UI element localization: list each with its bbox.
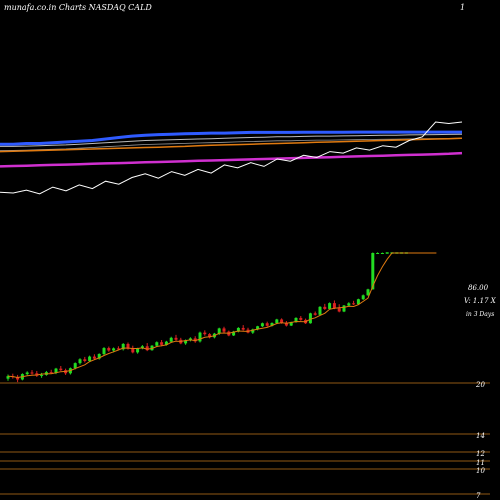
candle-body bbox=[217, 328, 221, 334]
candle-body bbox=[308, 313, 312, 324]
candle-body bbox=[102, 348, 106, 354]
candle-body bbox=[59, 368, 63, 371]
candle-body bbox=[275, 319, 279, 324]
candle-body bbox=[97, 353, 101, 359]
candle-body bbox=[150, 345, 154, 351]
candle-body bbox=[366, 289, 370, 296]
candle-body bbox=[318, 306, 322, 315]
candle-body bbox=[356, 299, 360, 305]
price-axis-labels: 20 14 12 11 10 7 bbox=[475, 381, 485, 500]
y-tick-label: 20 bbox=[475, 381, 485, 389]
y-tick-label: 10 bbox=[476, 467, 485, 475]
candle-body bbox=[236, 327, 240, 332]
candle-body bbox=[222, 328, 226, 332]
candle-body bbox=[155, 342, 159, 346]
price-moving-average-line bbox=[7, 252, 437, 379]
candle-body bbox=[30, 372, 34, 374]
candle-body bbox=[337, 308, 341, 312]
candle-body bbox=[289, 322, 293, 326]
candle-body bbox=[174, 337, 178, 340]
candle-body bbox=[328, 303, 332, 309]
annotation-volume-ratio: V: 1.17 X bbox=[464, 297, 497, 305]
candle-body bbox=[121, 343, 125, 350]
y-tick-label: 7 bbox=[476, 492, 481, 500]
candle-body bbox=[107, 348, 111, 351]
y-tick-label: 14 bbox=[476, 432, 485, 440]
candle-body bbox=[54, 368, 58, 373]
y-tick-label: 11 bbox=[476, 459, 485, 467]
ma-series-line bbox=[0, 130, 462, 146]
chart-title: munafa.co.in Charts NASDAQ CALD bbox=[4, 3, 152, 12]
candle-body bbox=[169, 337, 173, 342]
candle-body bbox=[131, 348, 135, 353]
candle-body bbox=[203, 332, 207, 335]
candle-body bbox=[371, 253, 375, 290]
y-tick-label: 12 bbox=[476, 450, 485, 458]
candle-body bbox=[376, 253, 380, 254]
candle-body bbox=[160, 342, 164, 345]
ma-series-line bbox=[0, 137, 463, 151]
candle-body bbox=[251, 329, 255, 333]
candle-body bbox=[342, 305, 346, 312]
candle-body bbox=[188, 338, 192, 341]
candle-body bbox=[112, 348, 116, 351]
candle-body bbox=[232, 331, 236, 336]
candle-body bbox=[332, 303, 336, 309]
moving-average-panel bbox=[0, 121, 463, 195]
candle-body bbox=[208, 334, 212, 338]
price-grid bbox=[0, 382, 490, 495]
candle-body bbox=[6, 376, 10, 379]
candle-body bbox=[347, 303, 351, 306]
candle-body bbox=[265, 323, 269, 326]
candle-body bbox=[241, 327, 245, 330]
candle-body bbox=[136, 348, 140, 353]
ma-series-line bbox=[0, 137, 463, 153]
candle-body bbox=[49, 372, 53, 374]
chart-top-right-label: 1 bbox=[460, 3, 465, 12]
candle-body bbox=[116, 348, 120, 350]
candle-body bbox=[145, 346, 149, 351]
candle-body bbox=[323, 306, 327, 309]
price-annotation: 86.00 V: 1.17 X in 3 Days bbox=[464, 284, 497, 318]
candle-body bbox=[88, 356, 92, 361]
annotation-period: in 3 Days bbox=[466, 311, 494, 318]
ma-series-line bbox=[0, 121, 463, 195]
candle-body bbox=[193, 338, 197, 342]
candle-body bbox=[270, 323, 274, 326]
candle-body bbox=[16, 376, 20, 380]
ma-series-line bbox=[0, 151, 463, 168]
candle-body bbox=[260, 323, 264, 327]
candle-body bbox=[73, 363, 77, 369]
candle-body bbox=[164, 341, 168, 345]
candle-body bbox=[256, 326, 260, 330]
annotation-price: 86.00 bbox=[468, 284, 489, 292]
candle-body bbox=[299, 317, 303, 320]
candle-body bbox=[352, 303, 356, 305]
candle-body bbox=[140, 346, 144, 349]
candle-body bbox=[294, 317, 298, 323]
ma-series-line bbox=[0, 133, 463, 147]
candle-body bbox=[78, 359, 82, 364]
candle-body bbox=[184, 340, 188, 344]
candle-body bbox=[198, 332, 202, 342]
candle-body bbox=[380, 253, 384, 254]
candle-body bbox=[313, 313, 317, 315]
candle-body bbox=[280, 319, 284, 323]
candle-body bbox=[83, 359, 87, 361]
candle-body bbox=[92, 356, 96, 359]
candle-body bbox=[25, 372, 29, 375]
candle-body bbox=[284, 322, 288, 326]
candle-body bbox=[40, 374, 44, 376]
candle-body bbox=[361, 295, 365, 300]
candle-body bbox=[126, 343, 130, 349]
